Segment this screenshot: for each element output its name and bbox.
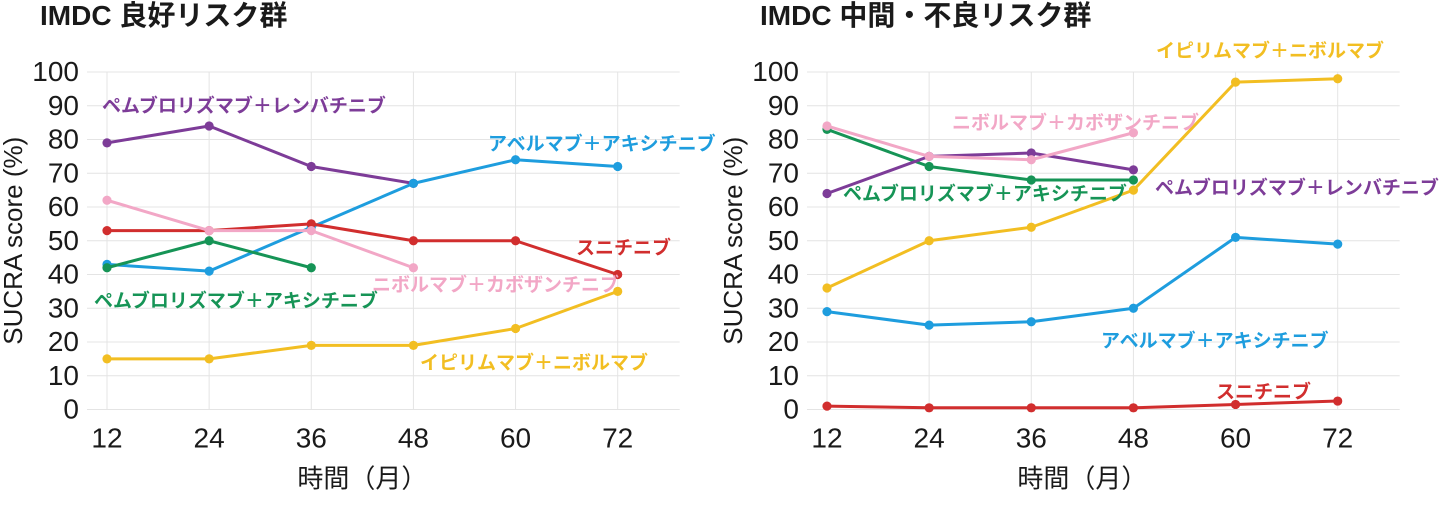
svg-text:60: 60 bbox=[500, 423, 531, 454]
svg-text:50: 50 bbox=[48, 225, 79, 256]
svg-text:12: 12 bbox=[91, 423, 122, 454]
svg-text:60: 60 bbox=[1220, 423, 1251, 454]
svg-text:時間（月）: 時間（月） bbox=[297, 464, 427, 494]
svg-text:70: 70 bbox=[48, 157, 79, 188]
svg-text:36: 36 bbox=[1016, 423, 1047, 454]
svg-text:60: 60 bbox=[48, 191, 79, 222]
svg-text:40: 40 bbox=[48, 259, 79, 290]
svg-text:24: 24 bbox=[914, 423, 945, 454]
svg-text:30: 30 bbox=[48, 292, 79, 323]
svg-text:IMDC 中間・不良リスク群: IMDC 中間・不良リスク群 bbox=[760, 0, 1091, 31]
svg-text:ペムブロリズマブ＋アキシチニブ: ペムブロリズマブ＋アキシチニブ bbox=[94, 289, 378, 312]
svg-text:0: 0 bbox=[63, 394, 79, 425]
svg-text:90: 90 bbox=[768, 90, 799, 121]
svg-text:70: 70 bbox=[768, 157, 799, 188]
svg-text:36: 36 bbox=[296, 423, 327, 454]
svg-text:80: 80 bbox=[768, 124, 799, 155]
svg-text:時間（月）: 時間（月） bbox=[1017, 464, 1147, 494]
svg-text:ニボルマブ＋カボザンチニブ: ニボルマブ＋カボザンチニブ bbox=[372, 273, 619, 296]
svg-text:24: 24 bbox=[194, 423, 225, 454]
svg-text:10: 10 bbox=[48, 360, 79, 391]
svg-text:30: 30 bbox=[768, 292, 799, 323]
svg-text:80: 80 bbox=[48, 124, 79, 155]
svg-text:アベルマブ＋アキシチニブ: アベルマブ＋アキシチニブ bbox=[1101, 329, 1329, 352]
svg-text:12: 12 bbox=[811, 423, 842, 454]
svg-text:0: 0 bbox=[783, 394, 799, 425]
svg-text:10: 10 bbox=[768, 360, 799, 391]
svg-text:ペムブロリズマブ＋アキシチニブ: ペムブロリズマブ＋アキシチニブ bbox=[843, 182, 1127, 205]
svg-text:ペムブロリズマブ＋レンバチニブ: ペムブロリズマブ＋レンバチニブ bbox=[102, 94, 386, 117]
svg-text:100: 100 bbox=[752, 56, 799, 87]
svg-text:ニボルマブ＋カボザンチニブ: ニボルマブ＋カボザンチニブ bbox=[952, 111, 1199, 134]
svg-text:48: 48 bbox=[1118, 423, 1149, 454]
svg-text:50: 50 bbox=[768, 225, 799, 256]
svg-text:SUCRA score (%): SUCRA score (%) bbox=[720, 137, 748, 345]
svg-text:ペムブロリズマブ＋レンバチニブ: ペムブロリズマブ＋レンバチニブ bbox=[1155, 176, 1439, 199]
svg-text:20: 20 bbox=[48, 326, 79, 357]
svg-text:90: 90 bbox=[48, 90, 79, 121]
svg-text:IMDC 良好リスク群: IMDC 良好リスク群 bbox=[40, 0, 287, 31]
svg-text:スニチニブ: スニチニブ bbox=[1216, 380, 1311, 403]
svg-text:40: 40 bbox=[768, 259, 799, 290]
svg-text:アベルマブ＋アキシチニブ: アベルマブ＋アキシチニブ bbox=[488, 132, 716, 155]
svg-text:72: 72 bbox=[1322, 423, 1353, 454]
svg-text:60: 60 bbox=[768, 191, 799, 222]
svg-text:イピリムマブ＋ニボルマブ: イピリムマブ＋ニボルマブ bbox=[1156, 39, 1384, 62]
svg-text:48: 48 bbox=[398, 423, 429, 454]
svg-text:イピリムマブ＋ニボルマブ: イピリムマブ＋ニボルマブ bbox=[420, 351, 648, 374]
svg-text:SUCRA score (%): SUCRA score (%) bbox=[0, 137, 28, 345]
svg-text:スニチニブ: スニチニブ bbox=[576, 236, 671, 259]
svg-text:100: 100 bbox=[32, 56, 79, 87]
svg-text:20: 20 bbox=[768, 326, 799, 357]
svg-text:72: 72 bbox=[602, 423, 633, 454]
